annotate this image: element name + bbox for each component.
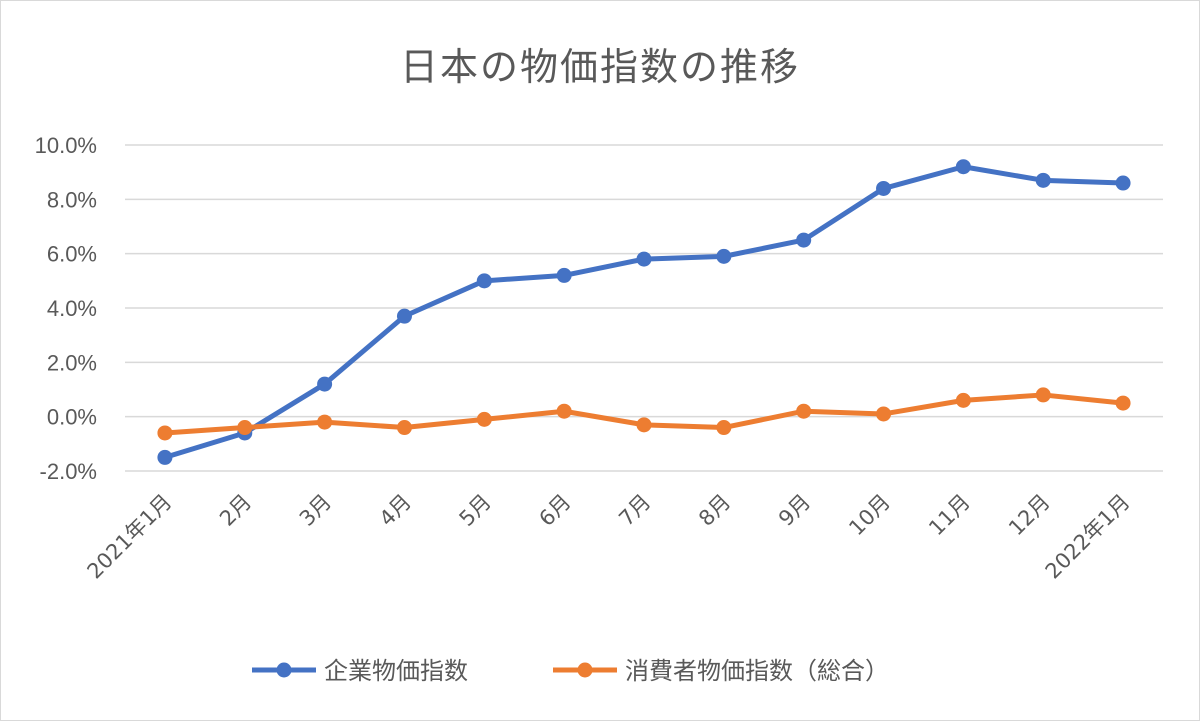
y-tick-label: 2.0% (47, 350, 97, 375)
data-point (1035, 387, 1051, 403)
data-point (1115, 395, 1131, 411)
legend-label: 消費者物価指数（総合） (625, 657, 889, 685)
legend-marker (276, 662, 292, 678)
data-point (556, 403, 572, 419)
y-tick-label: -2.0% (40, 459, 97, 484)
gridlines (125, 144, 1163, 472)
series-lines (157, 159, 1131, 465)
data-point (636, 251, 652, 267)
x-tick-label: 12月 (1004, 490, 1055, 541)
x-tick-label: 4月 (375, 490, 416, 531)
data-point (955, 159, 971, 175)
data-point (716, 248, 732, 264)
y-tick-label: 4.0% (47, 296, 97, 321)
x-tick-label: 10月 (844, 490, 895, 541)
x-tick-label: 6月 (534, 490, 575, 531)
data-point (1035, 172, 1051, 188)
data-point (796, 403, 812, 419)
x-tick-label: 2月 (215, 490, 256, 531)
x-tick-label: 9月 (774, 490, 815, 531)
data-point (796, 232, 812, 248)
data-point (556, 267, 572, 283)
series-line (162, 164, 1126, 460)
x-tick-label: 8月 (694, 490, 735, 531)
x-tick-label: 3月 (295, 490, 336, 531)
y-tick-label: 0.0% (47, 405, 97, 430)
data-point (716, 420, 732, 436)
legend: 企業物価指数 消費者物価指数（総合） (252, 657, 889, 685)
x-tick-label: 2021年1月 (83, 490, 177, 584)
data-point (396, 420, 412, 436)
data-point (237, 420, 253, 436)
data-point (876, 180, 892, 196)
legend-marker (577, 662, 593, 678)
chart-title: 日本の物価指数の推移 (399, 45, 800, 89)
x-tick-label: 2022年1月 (1041, 490, 1135, 584)
data-point (157, 425, 173, 441)
series-2 (157, 387, 1131, 441)
data-point (396, 308, 412, 324)
legend-item: 企業物価指数 (252, 657, 468, 685)
data-point (636, 417, 652, 433)
legend-item: 消費者物価指数（総合） (553, 657, 889, 685)
x-tick-label: 5月 (455, 490, 496, 531)
y-tick-label: 6.0% (47, 242, 97, 267)
legend-label: 企業物価指数 (324, 657, 468, 685)
data-point (476, 411, 492, 427)
data-point (317, 414, 333, 430)
y-tick-label: 8.0% (47, 187, 97, 212)
data-point (955, 392, 971, 408)
data-point (476, 273, 492, 289)
x-tick-label: 7月 (614, 490, 655, 531)
data-point (1115, 175, 1131, 191)
x-tick-label: 11月 (924, 490, 975, 541)
data-point (157, 449, 173, 465)
y-axis-ticks: -2.0% 0.0% 2.0% 4.0% 6.0% 8.0% 10.0% (35, 133, 97, 484)
data-point (876, 406, 892, 422)
y-tick-label: 10.0% (35, 133, 97, 158)
data-point (317, 376, 333, 392)
